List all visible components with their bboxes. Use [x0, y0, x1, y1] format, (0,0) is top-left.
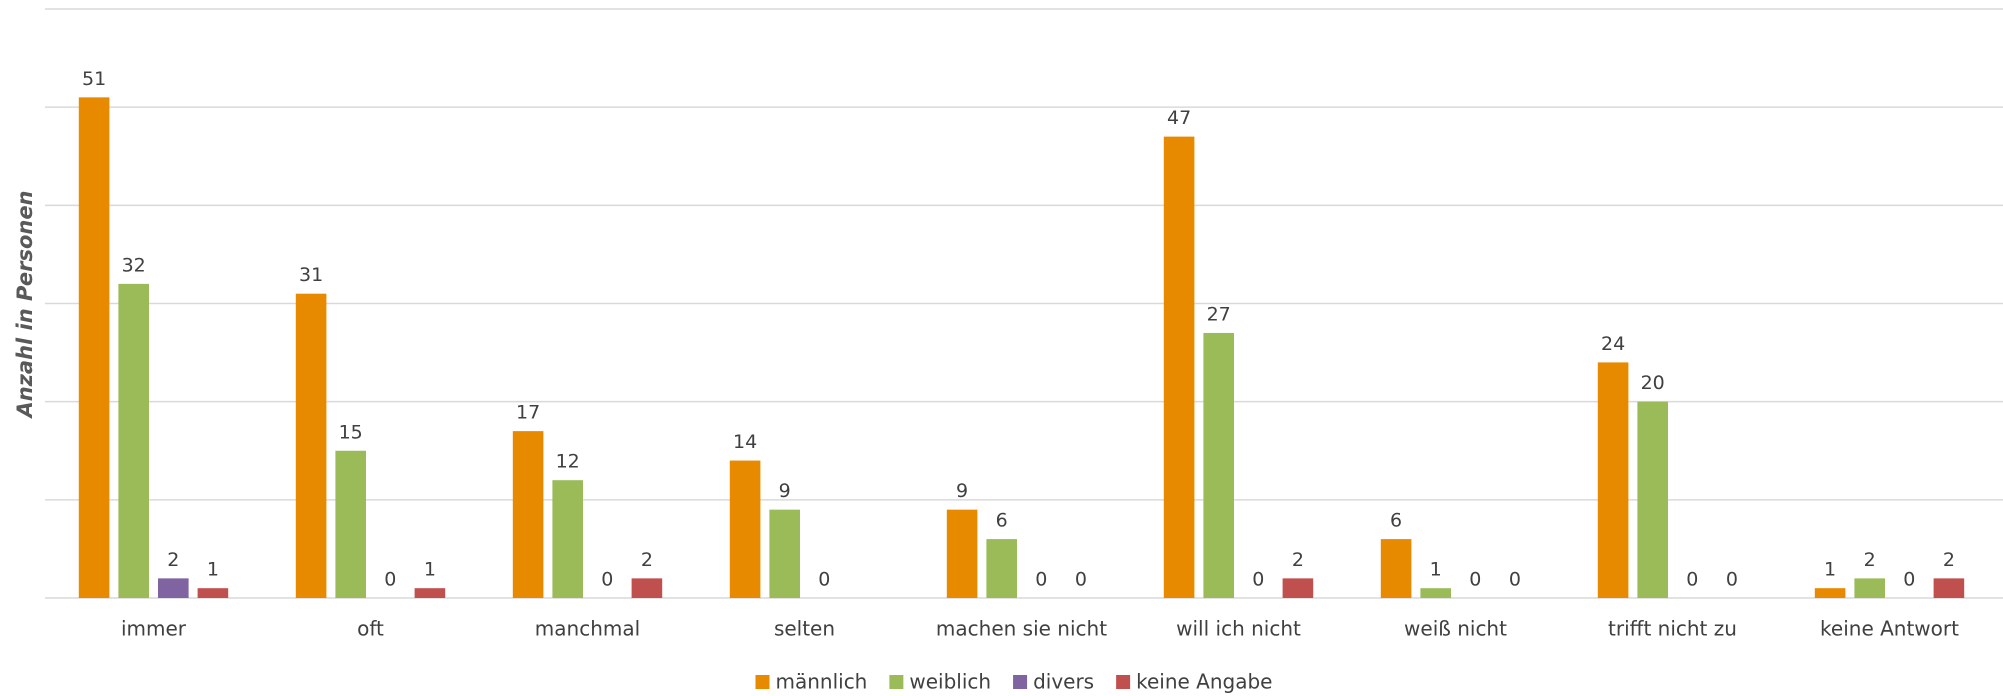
bar — [78, 97, 110, 598]
bar — [1854, 578, 1885, 598]
bar — [769, 509, 800, 598]
value-label: 27 — [1207, 303, 1231, 325]
value-label: 1 — [424, 559, 436, 581]
value-label: 0 — [1903, 569, 1915, 591]
bar — [335, 450, 366, 598]
legend-swatch — [1116, 675, 1131, 689]
value-label: 0 — [1686, 569, 1698, 591]
value-label: 2 — [1943, 549, 1955, 571]
value-label: 0 — [384, 569, 396, 591]
x-tick-label: weiß nicht — [1404, 617, 1507, 641]
value-label: 9 — [956, 480, 968, 502]
bar — [158, 578, 189, 598]
bar — [946, 509, 978, 598]
value-label: 0 — [1075, 569, 1087, 591]
value-label: 0 — [1252, 569, 1264, 591]
value-label: 1 — [1824, 559, 1836, 581]
value-label: 2 — [1292, 549, 1304, 571]
bar — [1203, 332, 1234, 598]
legend-label: weiblich — [909, 670, 991, 694]
value-label: 0 — [1726, 569, 1738, 591]
bar — [1420, 588, 1451, 598]
value-label: 0 — [1035, 569, 1047, 591]
value-label: 32 — [122, 254, 146, 276]
value-label: 2 — [1864, 549, 1876, 571]
bar — [1282, 578, 1314, 598]
value-label: 0 — [1469, 569, 1481, 591]
bar — [1380, 539, 1412, 598]
value-label: 20 — [1641, 372, 1665, 394]
bar — [512, 431, 544, 598]
value-label: 1 — [207, 559, 219, 581]
x-tick-label: manchmal — [535, 617, 640, 641]
value-label: 12 — [556, 451, 580, 473]
value-label: 15 — [339, 421, 363, 443]
value-label: 2 — [167, 549, 179, 571]
value-label: 0 — [818, 569, 830, 591]
y-axis-label: Anzahl in Personen — [13, 190, 37, 419]
bar — [1637, 401, 1668, 598]
value-label: 6 — [1390, 510, 1402, 532]
bar — [1163, 136, 1195, 598]
legend-label: männlich — [775, 670, 867, 694]
value-label: 31 — [299, 264, 323, 286]
bar — [552, 480, 583, 598]
value-label: 24 — [1601, 333, 1625, 355]
value-label: 47 — [1167, 107, 1191, 129]
legend-label: keine Angabe — [1136, 670, 1272, 694]
value-label: 1 — [1430, 559, 1442, 581]
value-label: 0 — [1509, 569, 1521, 591]
bar — [414, 588, 446, 598]
value-label: 6 — [996, 510, 1008, 532]
legend-label: divers — [1033, 670, 1094, 694]
x-tick-label: selten — [774, 617, 835, 641]
value-label: 0 — [601, 569, 613, 591]
value-label: 2 — [641, 549, 653, 571]
bar — [729, 460, 761, 598]
x-tick-label: will ich nicht — [1176, 617, 1301, 641]
bar — [295, 293, 327, 598]
x-tick-label: trifft nicht zu — [1608, 617, 1737, 641]
x-tick-label: machen sie nicht — [936, 617, 1107, 641]
bar — [1597, 362, 1629, 598]
bar — [118, 283, 149, 598]
value-label: 51 — [82, 68, 106, 90]
legend-swatch — [1013, 675, 1028, 689]
bar — [197, 588, 229, 598]
legend-swatch — [889, 675, 904, 689]
value-label: 9 — [779, 480, 791, 502]
x-tick-label: oft — [357, 617, 384, 641]
legend-swatch — [755, 675, 770, 689]
x-tick-label: immer — [121, 617, 187, 641]
bar — [1933, 578, 1965, 598]
value-label: 14 — [733, 431, 757, 453]
bar — [986, 539, 1017, 598]
x-tick-label: keine Antwort — [1820, 617, 1959, 641]
bar — [631, 578, 663, 598]
value-label: 17 — [516, 402, 540, 424]
bar — [1814, 588, 1846, 598]
